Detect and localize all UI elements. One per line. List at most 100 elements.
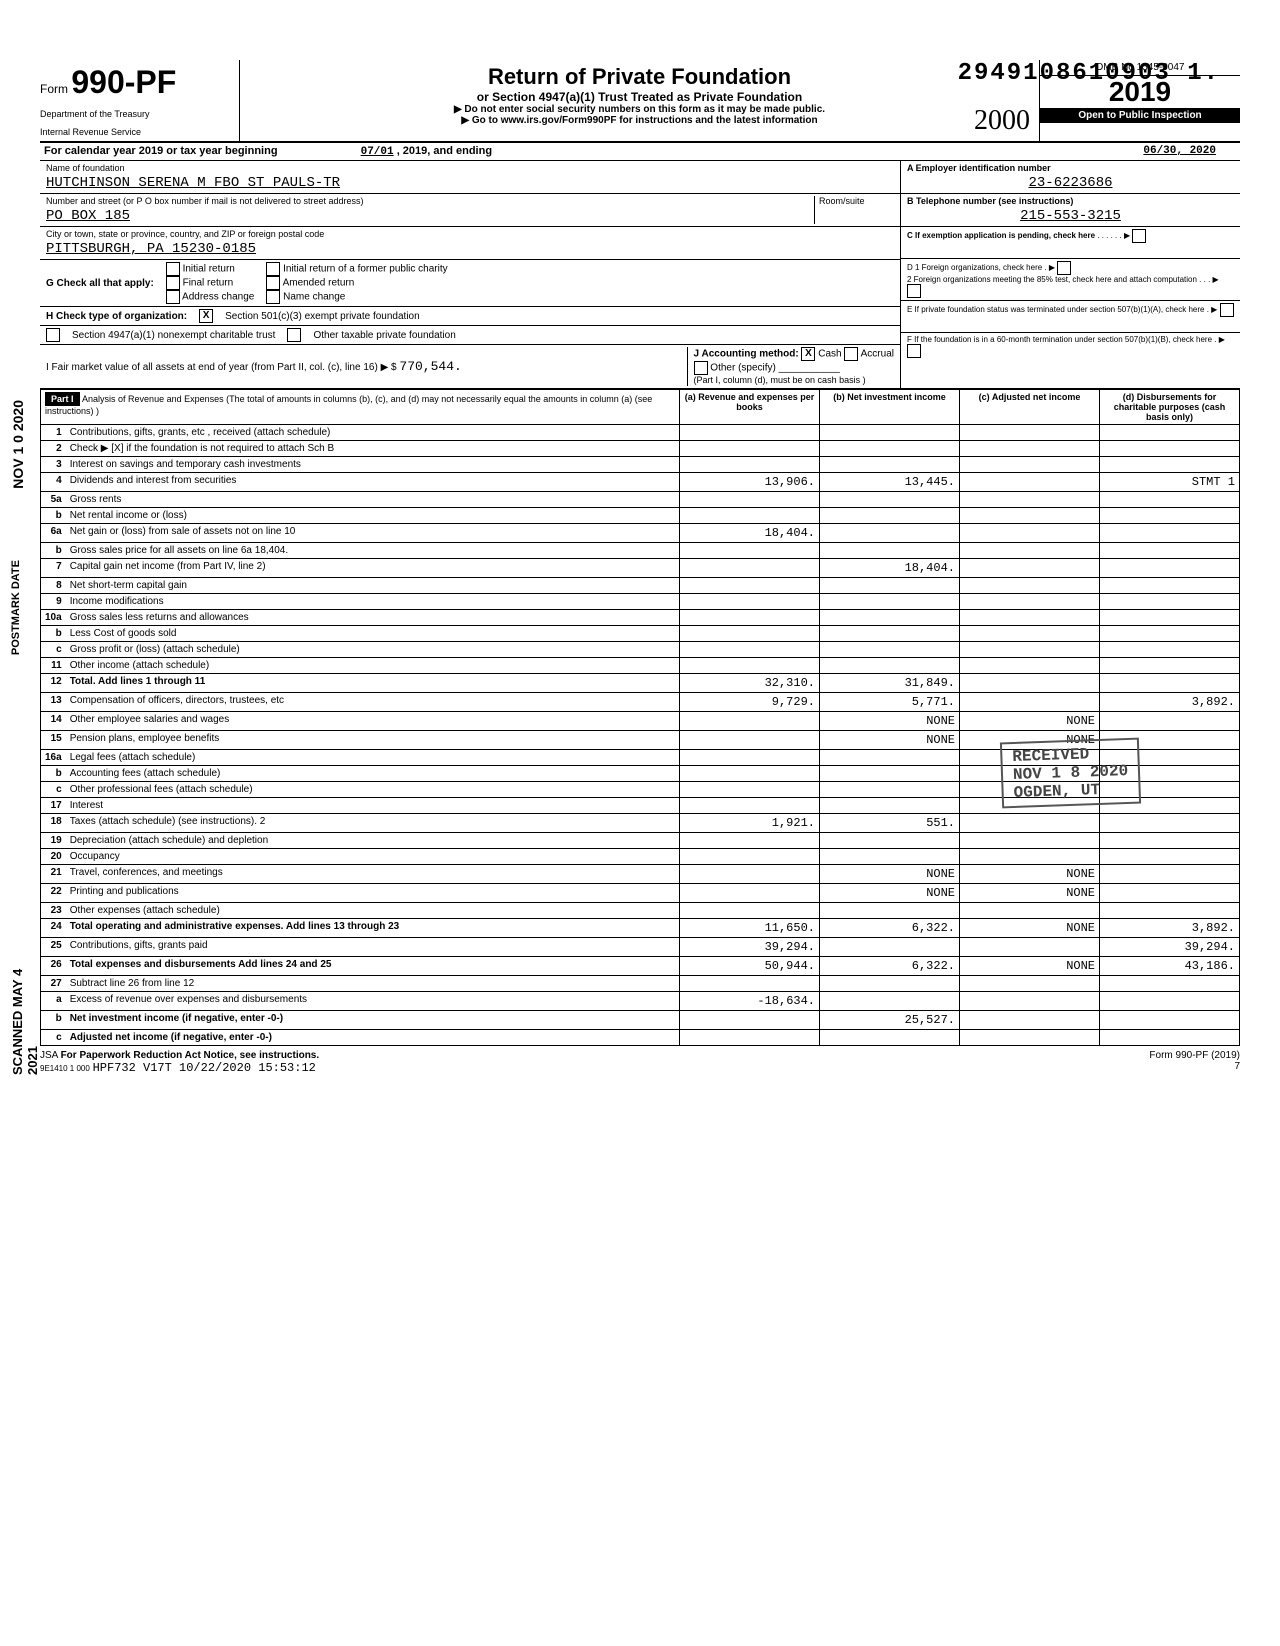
table-row: 24 Total operating and administrative ex… xyxy=(41,919,1240,938)
table-row: 9 Income modifications xyxy=(41,594,1240,610)
ck-namechange[interactable] xyxy=(266,290,280,304)
i-val: 770,544. xyxy=(399,359,461,374)
stamp-postmark: POSTMARK DATE xyxy=(10,560,22,655)
foundation-name: HUTCHINSON SERENA M FBO ST PAULS-TR xyxy=(46,175,894,191)
footer-code: 9E1410 1 000 xyxy=(40,1064,90,1073)
city-val: PITTSBURGH, PA 15230-0185 xyxy=(46,241,894,257)
open-public: Open to Public Inspection xyxy=(1040,108,1240,123)
cal-mid: , 2019, and ending xyxy=(397,145,492,157)
j-label: J Accounting method: xyxy=(694,349,799,360)
opt-former: Initial return of a former public charit… xyxy=(283,264,448,275)
table-row: 12 Total. Add lines 1 through 11 32,310.… xyxy=(41,674,1240,693)
table-row: a Excess of revenue over expenses and di… xyxy=(41,992,1240,1011)
col-b-head: (b) Net investment income xyxy=(820,390,960,425)
opt-address: Address change xyxy=(182,292,254,303)
table-row: 3 Interest on savings and temporary cash… xyxy=(41,457,1240,473)
stamp-scanned: SCANNED MAY 4 2021 xyxy=(10,960,40,1075)
ck-e[interactable] xyxy=(1220,303,1234,317)
table-row: c Gross profit or (loss) (attach schedul… xyxy=(41,642,1240,658)
table-row: 18 Taxes (attach schedule) (see instruct… xyxy=(41,814,1240,833)
ck-4947[interactable] xyxy=(46,328,60,342)
footer-stamp: HPF732 V17T 10/22/2020 15:53:12 xyxy=(93,1061,316,1075)
dept-treasury: Department of the Treasury xyxy=(40,109,231,119)
stamp-nov-2020: NOV 1 0 2020 xyxy=(10,400,26,489)
jsa-label: JSA xyxy=(40,1050,58,1061)
ck-final[interactable] xyxy=(166,276,180,290)
opt-other-tax: Other taxable private foundation xyxy=(313,330,455,341)
document-locator-number: 2949108610903 1. xyxy=(958,60,1220,87)
d1-label: D 1 Foreign organizations, check here xyxy=(907,263,1042,272)
ck-f[interactable] xyxy=(907,344,921,358)
ck-c[interactable] xyxy=(1132,229,1146,243)
b-label: B Telephone number (see instructions) xyxy=(907,196,1073,206)
ck-accrual[interactable] xyxy=(844,347,858,361)
table-row: b Net investment income (if negative, en… xyxy=(41,1011,1240,1030)
table-row: 1 Contributions, gifts, grants, etc , re… xyxy=(41,425,1240,441)
a-label: A Employer identification number xyxy=(907,163,1051,173)
h-label: H Check type of organization: xyxy=(46,311,187,322)
table-row: 14 Other employee salaries and wages NON… xyxy=(41,712,1240,731)
j-note: (Part I, column (d), must be on cash bas… xyxy=(694,375,866,385)
ck-former[interactable] xyxy=(266,262,280,276)
opt-cash: Cash xyxy=(818,349,841,360)
i-label: I Fair market value of all assets at end… xyxy=(46,362,397,373)
f-label: F If the foundation is in a 60-month ter… xyxy=(907,335,1212,344)
ck-501c3[interactable]: X xyxy=(199,309,213,323)
cal-prefix: For calendar year 2019 or tax year begin… xyxy=(44,145,278,157)
table-row: 19 Depreciation (attach schedule) and de… xyxy=(41,833,1240,849)
cal-end: 06/30, 2020 xyxy=(1143,145,1216,157)
part1-table: Part I Analysis of Revenue and Expenses … xyxy=(40,389,1240,1046)
form-number: 990-PF xyxy=(71,64,176,100)
opt-amended: Amended return xyxy=(283,278,355,289)
d2-label: 2 Foreign organizations meeting the 85% … xyxy=(907,275,1197,284)
table-row: b Gross sales price for all assets on li… xyxy=(41,543,1240,559)
opt-namechange: Name change xyxy=(283,292,345,303)
table-row: c Adjusted net income (if negative, ente… xyxy=(41,1030,1240,1046)
ck-initial[interactable] xyxy=(166,262,180,276)
ck-d2[interactable] xyxy=(907,284,921,298)
opt-other-acct: Other (specify) xyxy=(710,363,776,374)
city-label: City or town, state or province, country… xyxy=(46,229,324,239)
form-ref: Form 990-PF (2019) xyxy=(1149,1050,1240,1061)
opt-4947: Section 4947(a)(1) nonexempt charitable … xyxy=(72,330,275,341)
ck-d1[interactable] xyxy=(1057,261,1071,275)
opt-initial: Initial return xyxy=(183,264,235,275)
table-row: 4 Dividends and interest from securities… xyxy=(41,473,1240,492)
col-d-head: (d) Disbursements for charitable purpose… xyxy=(1100,390,1240,425)
subtitle: or Section 4947(a)(1) Trust Treated as P… xyxy=(248,90,1031,104)
table-row: 21 Travel, conferences, and meetings NON… xyxy=(41,865,1240,884)
ck-cash[interactable]: X xyxy=(801,347,815,361)
addr-label: Number and street (or P O box number if … xyxy=(46,196,363,206)
ck-amended[interactable] xyxy=(266,276,280,290)
table-row: b Less Cost of goods sold xyxy=(41,626,1240,642)
table-row: 6a Net gain or (loss) from sale of asset… xyxy=(41,524,1240,543)
page-num: 7 xyxy=(1234,1061,1240,1072)
col-a-head: (a) Revenue and expenses per books xyxy=(680,390,820,425)
ck-other-tax[interactable] xyxy=(287,328,301,342)
handwritten-year: 2000 xyxy=(974,105,1030,137)
po-box: PO BOX 185 xyxy=(46,208,814,224)
ck-other-acct[interactable] xyxy=(694,361,708,375)
table-row: 27 Subtract line 26 from line 12 xyxy=(41,976,1240,992)
ck-address[interactable] xyxy=(166,290,180,304)
table-row: 20 Occupancy xyxy=(41,849,1240,865)
phone: 215-553-3215 xyxy=(907,208,1234,224)
table-row: 7 Capital gain net income (from Part IV,… xyxy=(41,559,1240,578)
table-row: 10a Gross sales less returns and allowan… xyxy=(41,610,1240,626)
table-row: 5a Gross rents xyxy=(41,492,1240,508)
calendar-year-row: For calendar year 2019 or tax year begin… xyxy=(40,143,1240,161)
table-row: 25 Contributions, gifts, grants paid 39,… xyxy=(41,938,1240,957)
stamp-ogden: OGDEN, UT xyxy=(1013,780,1129,802)
opt-501c3: Section 501(c)(3) exempt private foundat… xyxy=(225,311,420,322)
part1-head: Part I xyxy=(45,392,80,406)
ein: 23-6223686 xyxy=(907,175,1234,191)
cal-begin: 07/01 xyxy=(361,146,394,158)
table-row: 23 Other expenses (attach schedule) xyxy=(41,903,1240,919)
table-row: 26 Total expenses and disbursements Add … xyxy=(41,957,1240,976)
main-title: Return of Private Foundation xyxy=(248,64,1031,90)
paperwork-notice: For Paperwork Reduction Act Notice, see … xyxy=(61,1050,320,1061)
opt-accrual: Accrual xyxy=(861,349,894,360)
irs-label: Internal Revenue Service xyxy=(40,127,231,137)
table-row: 22 Printing and publications NONE NONE xyxy=(41,884,1240,903)
e-label: E If private foundation status was termi… xyxy=(907,305,1204,314)
